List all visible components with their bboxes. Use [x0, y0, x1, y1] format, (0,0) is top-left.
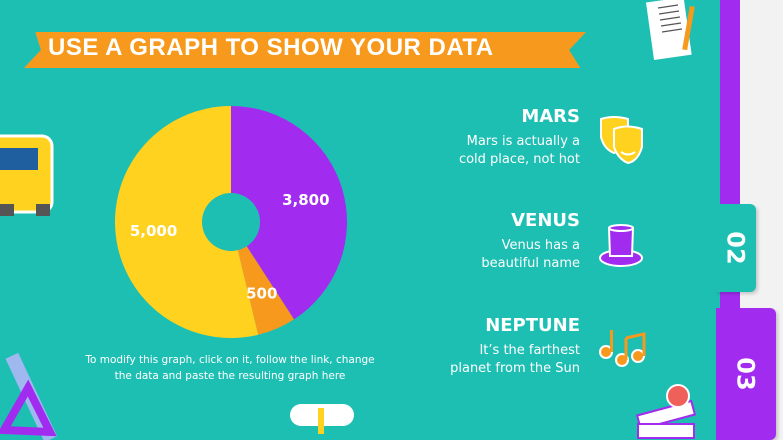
item-desc: planet from the Sun — [450, 361, 580, 376]
pie-slice[interactable] — [231, 106, 348, 320]
tab-03-label: 03 — [732, 357, 760, 391]
item-mars: MARS Mars is actually a cold place, not h… — [459, 106, 580, 169]
item-desc: Mars is actually a — [466, 134, 580, 149]
item-title: NEPTUNE — [485, 315, 580, 336]
diploma-icon — [290, 404, 354, 434]
slice-label: 3,800 — [282, 191, 329, 209]
item-desc: It’s the farthest — [479, 343, 580, 358]
donut-hole — [202, 193, 260, 251]
pie-slice[interactable] — [115, 106, 259, 338]
item-desc: cold place, not hot — [458, 152, 580, 167]
page-title: USE A GRAPH TO SHOW YOUR DATA — [48, 34, 494, 61]
school-bus-icon — [0, 134, 54, 216]
note-line: the data and paste the resulting graph h… — [114, 370, 346, 382]
theater-masks-icon — [600, 116, 643, 165]
title-banner — [24, 32, 586, 68]
item-venus: VENUS Venus has a beautiful name — [481, 210, 580, 273]
pie-chart[interactable]: 3,800 500 5,000 — [0, 0, 720, 440]
slice-label: 5,000 — [130, 222, 177, 240]
item-title: VENUS — [511, 210, 580, 231]
item-desc: beautiful name — [481, 256, 580, 271]
ruler-triangle-icon — [0, 352, 58, 440]
pie-slice[interactable] — [231, 222, 295, 335]
item-desc: Venus has a — [501, 238, 580, 253]
slice-label: 500 — [246, 285, 277, 303]
books-apple-icon — [635, 384, 697, 439]
tab-02[interactable]: 02 — [716, 204, 756, 292]
tab-02-label: 02 — [722, 231, 750, 265]
note-line: To modify this graph, click on it, follo… — [85, 354, 375, 366]
document-pencil-icon — [646, 0, 695, 60]
item-neptune: NEPTUNE It’s the farthest planet from the… — [450, 315, 580, 378]
music-notes-icon — [599, 330, 646, 367]
item-title: MARS — [521, 106, 580, 127]
top-hat-icon — [599, 224, 643, 267]
tab-03[interactable]: 03 — [716, 308, 776, 440]
chart-note: To modify this graph, click on it, follo… — [60, 352, 400, 384]
